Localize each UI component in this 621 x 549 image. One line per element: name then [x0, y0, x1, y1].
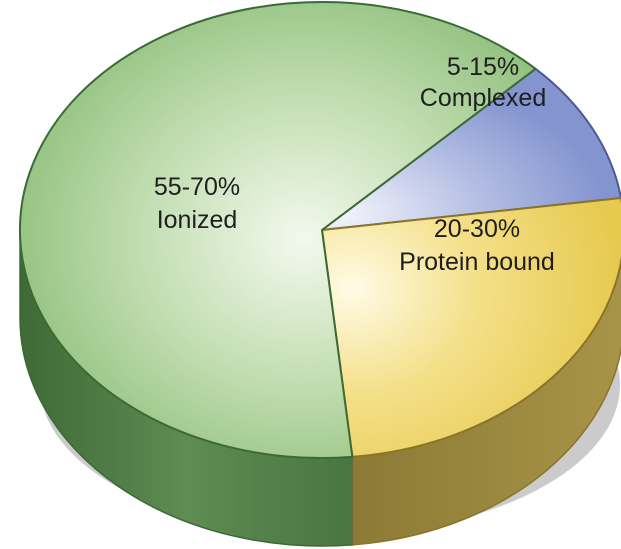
protein-bound-range-label: 20-30% — [434, 215, 520, 243]
complexed-name-label: Complexed — [420, 84, 546, 112]
ionized-range-label: 55-70% — [154, 173, 240, 201]
protein-bound-slice — [321, 196, 621, 458]
protein-bound-name-label: Protein bound — [399, 248, 555, 276]
complexed-slice — [321, 67, 621, 231]
complexed-range-label: 5-15% — [447, 53, 519, 81]
ionized-name-label: Ionized — [157, 206, 238, 234]
ionized-slice — [19, 1, 537, 459]
